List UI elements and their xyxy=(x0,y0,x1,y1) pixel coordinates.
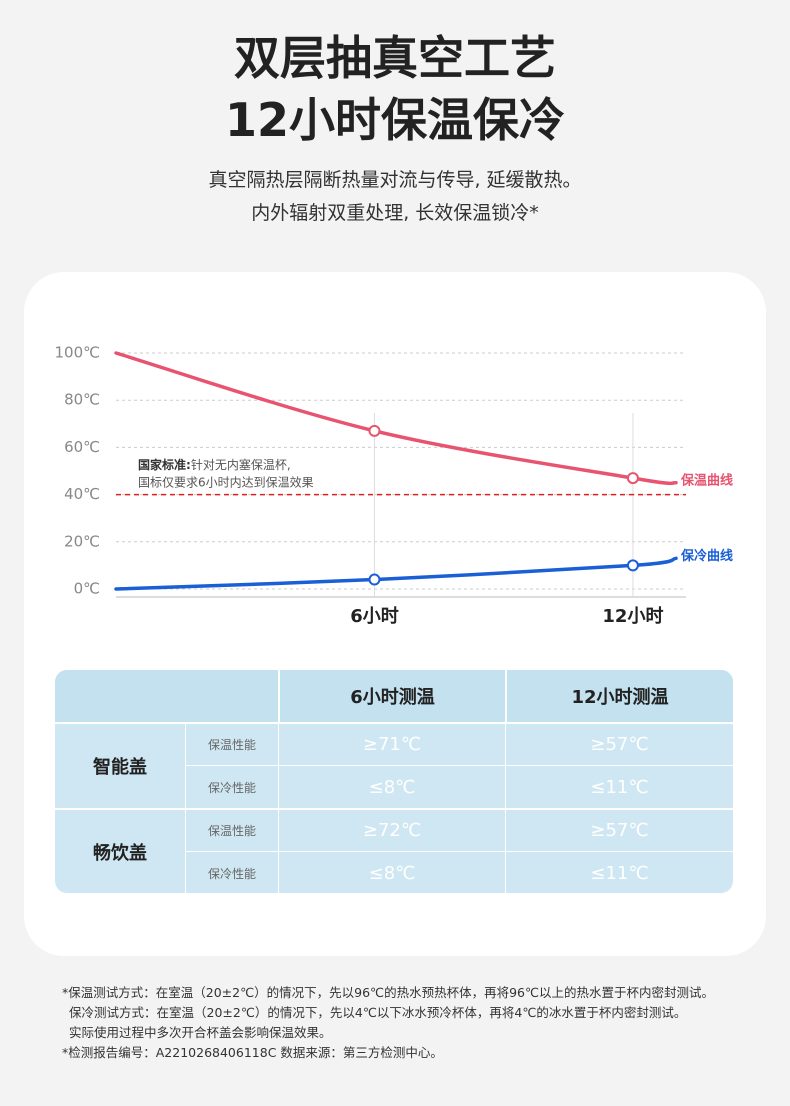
title: 双层抽真空工艺 xyxy=(234,31,556,85)
row-label: 保温性能 xyxy=(185,808,278,851)
footnote: *保温测试方式：在室温（20±2℃）的情况下，先以96℃的热水预热杯体，再将96… xyxy=(62,985,715,1000)
y-tick-label: 20℃ xyxy=(64,532,100,550)
annotation: 国家标准:针对无内塞保温杯, xyxy=(138,457,291,472)
table-value: ≥57℃ xyxy=(505,808,733,851)
series-line xyxy=(114,351,678,486)
group-label: 畅饮盖 xyxy=(55,808,185,893)
y-tick-label: 0℃ xyxy=(74,580,100,598)
series-line xyxy=(114,556,678,591)
title: 12小时保温保冷 xyxy=(224,93,565,147)
annotation-text: 国标仅要求6小时内达到保温效果 xyxy=(138,475,314,490)
point-marker xyxy=(368,573,381,586)
annotation-label: 国家标准: xyxy=(138,457,191,472)
column-header: 12小时测温 xyxy=(505,670,733,722)
table-value: ≤11℃ xyxy=(505,765,733,808)
group-label: 智能盖 xyxy=(55,722,185,808)
subtitle: 真空隔热层隔断热量对流与传导, 延缓散热。 xyxy=(208,169,582,191)
footnote: 保冷测试方式：在室温（20±2℃）的情况下，先以4℃以下冰水预冷杯体，再将4℃的… xyxy=(69,1005,687,1020)
row-label: 保温性能 xyxy=(185,722,278,765)
y-tick-label: 40℃ xyxy=(64,485,100,503)
x-tick-label: 12小时 xyxy=(602,606,663,627)
table-value: ≤8℃ xyxy=(278,765,505,808)
table: 6小时测温 12小时测温 智能盖 保温性能 ≥71℃ ≥57℃ 保冷性能 ≤8℃ ≤11℃ 畅饮盖… xyxy=(55,670,733,893)
point-marker xyxy=(626,559,639,572)
y-tick-label: 100℃ xyxy=(55,344,100,362)
row-label: 保冷性能 xyxy=(185,851,278,893)
point-marker xyxy=(626,472,639,485)
row-label: 保冷性能 xyxy=(185,765,278,808)
point-marker xyxy=(368,424,381,437)
footnote: *检测报告编号：A2210268406118C 数据来源：第三方检测中心。 xyxy=(62,1045,443,1060)
table-value: ≤8℃ xyxy=(278,851,505,893)
subtitle: 内外辐射双重处理, 长效保温锁冷* xyxy=(251,202,539,224)
series-label: 保冷曲线 xyxy=(680,548,733,564)
annotation-text: 针对无内塞保温杯, xyxy=(191,457,291,472)
column-header: 6小时测温 xyxy=(278,670,505,722)
y-tick-label: 80℃ xyxy=(64,391,100,409)
table-value: ≤11℃ xyxy=(505,851,733,893)
series-label: 保温曲线 xyxy=(680,472,733,488)
y-tick-label: 60℃ xyxy=(64,438,100,456)
x-tick-label: 6小时 xyxy=(350,606,399,627)
footnote: 实际使用过程中多次开合杯盖会影响保温效果。 xyxy=(69,1025,332,1040)
table-value: ≥71℃ xyxy=(278,722,505,765)
table-value: ≥72℃ xyxy=(278,808,505,851)
table-value: ≥57℃ xyxy=(505,722,733,765)
